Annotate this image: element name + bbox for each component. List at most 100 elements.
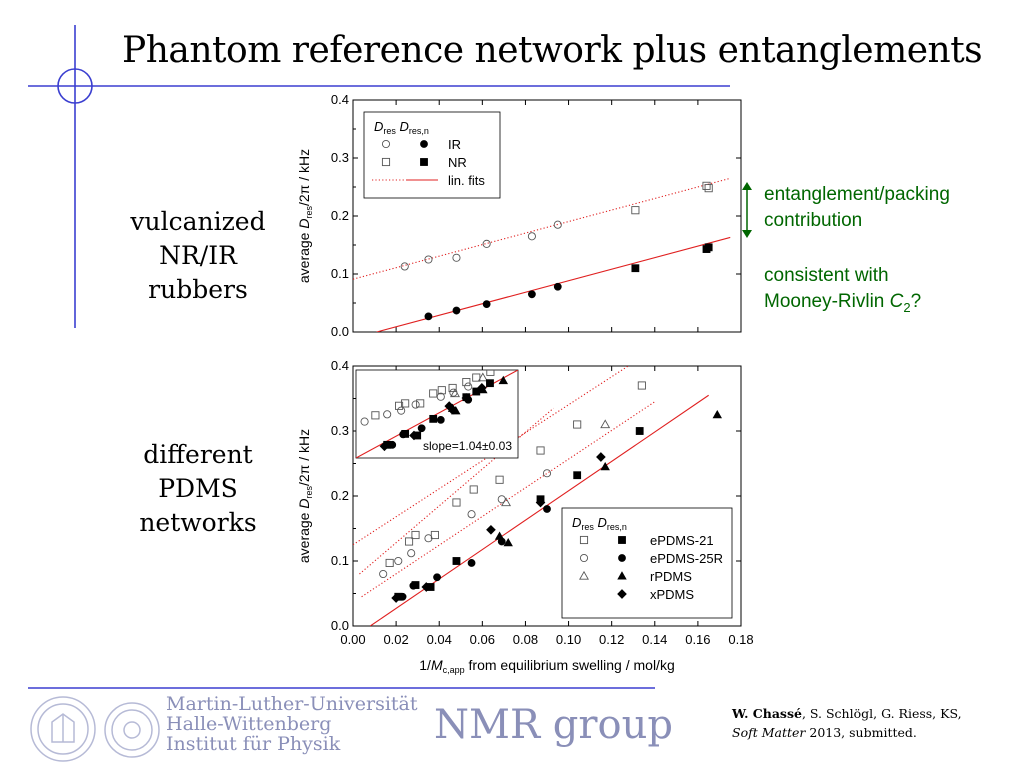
- x-label-sub: c,app: [443, 665, 465, 675]
- data-point: [495, 475, 504, 484]
- legend-marker-open: [579, 570, 589, 580]
- legend-box: [561, 507, 733, 619]
- data-point: [452, 253, 461, 262]
- legend-entry-label: ePDMS-25R: [650, 551, 723, 566]
- x-tick-label: 0.08: [513, 632, 538, 647]
- data-point: [704, 243, 713, 252]
- legend-h1: D: [374, 119, 383, 134]
- inset-point: [371, 411, 380, 420]
- data-point: [379, 569, 388, 579]
- y-tick-label: 0.4: [331, 358, 349, 373]
- x-tick-label: 0.12: [599, 632, 624, 647]
- data-point: [702, 181, 711, 190]
- x-label-prefix: 1/: [419, 657, 431, 673]
- legend-h2: D: [598, 515, 607, 530]
- inset-point: [397, 406, 406, 415]
- data-point: [424, 312, 433, 321]
- bottom-label-line2: PDMS: [158, 474, 238, 503]
- y-label-sub: res: [304, 486, 314, 499]
- y-axis-label: average Dres/2π / kHz: [296, 149, 314, 283]
- inset-point: [462, 378, 471, 387]
- x-axis-label: 1/Mc,app from equilibrium swelling / mol…: [419, 657, 674, 675]
- legend-entry-label: xPDMS: [650, 587, 694, 602]
- data-point: [398, 592, 407, 601]
- legend-h1-sub: res: [383, 126, 396, 136]
- data-point: [467, 559, 476, 567]
- inset-point: [429, 414, 438, 423]
- data-point: [573, 471, 582, 480]
- note-italic: C: [889, 291, 904, 312]
- decor-circle: [57, 68, 93, 104]
- bottom-label-line1: different: [143, 440, 253, 469]
- data-point: [501, 497, 512, 507]
- legend-marker-filled: [420, 158, 428, 166]
- series-NR-res,n: [631, 243, 713, 273]
- inset-point: [498, 375, 509, 385]
- inset-point: [486, 379, 494, 388]
- data-point: [712, 409, 723, 419]
- y-tick-label: 0.2: [331, 488, 349, 503]
- inset-point: [477, 372, 488, 382]
- legend-entry-label: IR: [448, 137, 461, 152]
- inset-point: [401, 399, 410, 408]
- legend-entry-label: lin. fits: [448, 173, 485, 188]
- y-label-italic: D: [296, 499, 312, 509]
- data-point: [486, 524, 496, 535]
- data-point: [543, 505, 551, 513]
- citation-line2: Soft Matter 2013, submitted.: [732, 723, 962, 742]
- inset-slope-label: slope=1.04±0.03: [423, 439, 512, 453]
- inset-point: [477, 383, 487, 393]
- y-tick-label: 0.1: [331, 266, 349, 281]
- data-point: [452, 498, 461, 507]
- y-label-suffix: /2π / kHz: [296, 429, 312, 486]
- legend-marker-filled: [618, 536, 626, 544]
- university-line3: Institut für Physik: [166, 733, 341, 755]
- note-line2: contribution: [764, 210, 863, 231]
- data-point: [385, 558, 394, 567]
- x-tick-label: 0.02: [383, 632, 408, 647]
- data-point: [391, 593, 401, 603]
- data-point: [704, 184, 713, 193]
- note-sub: 2: [903, 299, 911, 315]
- y-tick-label: 0.0: [331, 324, 349, 339]
- university-seal: [30, 696, 96, 762]
- data-point: [407, 549, 416, 558]
- x-label-suffix: from equilibrium swelling / mol/kg: [465, 657, 675, 673]
- note-line1: entanglement/packing: [764, 184, 950, 205]
- data-point: [631, 206, 640, 215]
- inset-point: [429, 389, 438, 398]
- university-line2: Halle-Wittenberg: [166, 713, 332, 735]
- series-rPDMS-res: [501, 419, 611, 507]
- y-tick-label: 0.3: [331, 423, 349, 438]
- legend-marker-filled: [617, 589, 627, 599]
- inset-point: [461, 393, 472, 403]
- legend-box: [363, 111, 501, 199]
- inset-point: [417, 424, 426, 433]
- note-line3: consistent with: [764, 265, 889, 286]
- citation: W. Chassé, S. Schlögl, G. Riess, KS, Sof…: [732, 704, 962, 742]
- data-point: [600, 419, 611, 429]
- legend-marker-filled: [617, 571, 627, 580]
- legend-marker-open: [381, 139, 391, 149]
- inset-point: [451, 406, 461, 415]
- top-label-line3: rubbers: [148, 275, 248, 304]
- y-tick-label: 0.0: [331, 618, 349, 633]
- x-tick-label: 0.06: [470, 632, 495, 647]
- citation-journal: Soft Matter: [732, 725, 806, 740]
- x-tick-label: 0.04: [427, 632, 452, 647]
- bottom-panel-label: different PDMS networks: [103, 438, 293, 540]
- nmr-group-label: NMR group: [434, 702, 673, 748]
- y-label-italic: D: [296, 219, 312, 229]
- series-ePDMS-25R-res: [379, 469, 552, 579]
- data-point: [409, 581, 418, 590]
- fit-line-solid: [376, 236, 731, 332]
- legend-header: Dres Dres,n: [572, 515, 627, 532]
- data-point: [424, 534, 433, 543]
- inset-point: [399, 430, 408, 439]
- inset-point: [444, 401, 455, 411]
- y-tick-label: 0.3: [331, 150, 349, 165]
- data-point: [528, 290, 536, 299]
- data-point: [553, 282, 562, 291]
